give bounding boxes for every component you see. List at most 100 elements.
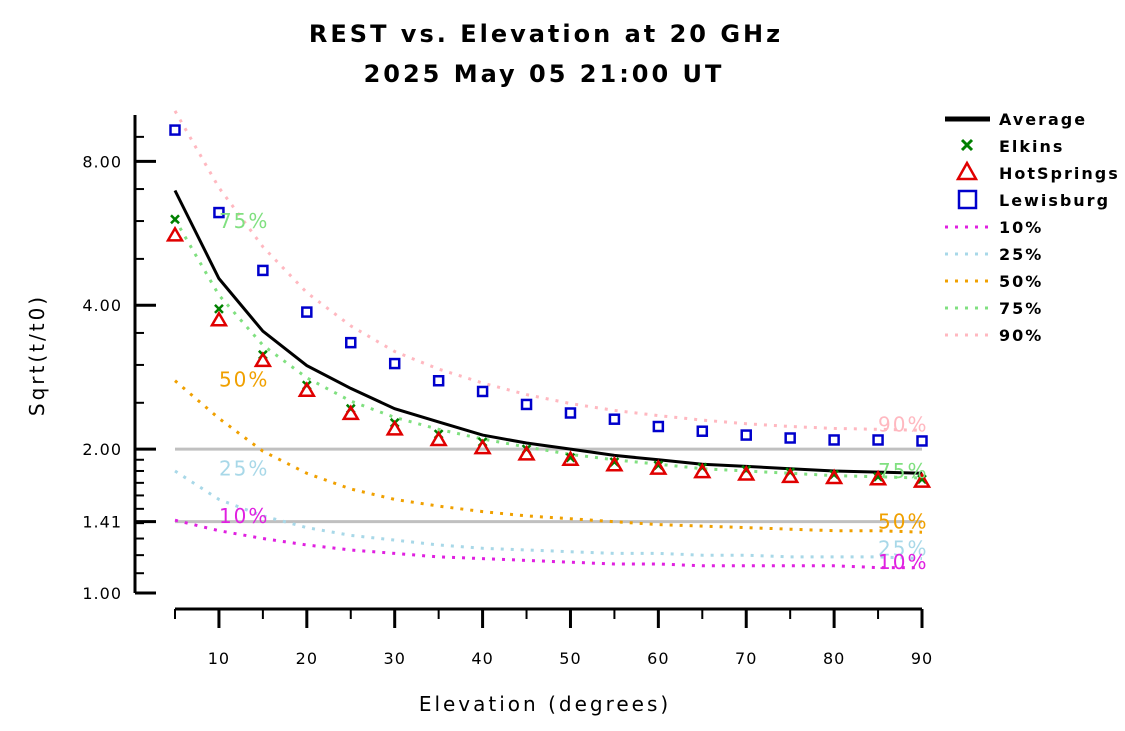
x-ticks: 10 20 30 40 50 60 70 80 90 xyxy=(174,609,933,668)
legend-label: HotSprings xyxy=(999,164,1120,183)
hotsprings-point xyxy=(429,430,448,447)
percentile-label-10pct: 10% xyxy=(219,504,269,528)
hotsprings-point xyxy=(165,225,185,242)
x-marker-stroke xyxy=(170,214,180,225)
lewisburg-point xyxy=(213,206,225,219)
percentile-label-25pct: 25% xyxy=(878,536,928,560)
lewisburg-point xyxy=(916,435,928,447)
percentile-curve-25pct xyxy=(174,469,923,561)
legend-label: Lewisburg xyxy=(999,191,1110,210)
lewisburg-point xyxy=(388,357,401,370)
reference-lines xyxy=(175,447,922,524)
x-tick-label: 40 xyxy=(471,649,493,668)
axes xyxy=(133,115,922,611)
legend-item-10pct: 10% xyxy=(945,218,1043,237)
station-markers xyxy=(165,124,932,488)
elkins-point xyxy=(214,303,224,314)
percentile-label-25pct: 25% xyxy=(219,457,269,481)
percentile-curve-50pct xyxy=(174,379,923,534)
x-tick-label: 70 xyxy=(735,649,757,668)
hotsprings-point xyxy=(605,455,624,472)
y-ticks: 1.00 1.41 2.00 4.00 8.00 xyxy=(82,135,156,603)
elkins-point xyxy=(917,474,927,485)
percentile-labels: 75%50%25%10%90%75%50%25%10% xyxy=(219,209,928,574)
legend-label: Average xyxy=(999,110,1087,129)
lewisburg-point xyxy=(520,398,533,411)
lewisburg-point xyxy=(608,413,621,425)
legend: Average Elkins HotSprings Lewisburg 10% 25% 50… xyxy=(945,110,1120,345)
hotsprings-point xyxy=(473,438,492,455)
percentile-label-50pct: 50% xyxy=(878,510,928,534)
legend-swatch xyxy=(957,189,978,210)
legend-item-elkins: Elkins xyxy=(960,137,1064,156)
average-curve xyxy=(173,189,923,475)
x-tick-label: 50 xyxy=(559,649,581,668)
x-marker-stroke xyxy=(873,471,883,482)
percentile-curve-90pct xyxy=(173,110,923,432)
lewisburg-point xyxy=(257,264,269,277)
hotsprings-point xyxy=(781,467,800,484)
lewisburg-point xyxy=(740,429,752,441)
hotsprings-point xyxy=(561,450,580,467)
legend-label: 75% xyxy=(999,299,1043,318)
y-tick-label: 8.00 xyxy=(82,152,122,171)
legend-label: Elkins xyxy=(999,137,1064,156)
hotsprings-point xyxy=(868,469,888,486)
y-tick-label: 4.00 xyxy=(82,296,122,315)
y-tick-label: 2.00 xyxy=(82,440,122,459)
x-tick-label: 60 xyxy=(647,649,669,668)
legend-item-lewisburg: Lewisburg xyxy=(957,189,1110,210)
x-tick-label: 30 xyxy=(384,649,406,668)
percentile-label-10pct: 10% xyxy=(878,550,928,574)
percentile-label-50pct: 50% xyxy=(219,367,269,391)
chart-title: REST vs. Elevation at 20 GHz xyxy=(309,20,783,48)
chart-subtitle: 2025 May 05 21:00 UT xyxy=(364,60,725,88)
hotsprings-point xyxy=(341,404,360,421)
legend-item-90pct: 90% xyxy=(945,326,1043,345)
x-marker-stroke xyxy=(917,474,927,485)
legend-label: 25% xyxy=(999,245,1043,264)
percentile-label-75pct: 75% xyxy=(219,209,269,233)
lewisburg-point xyxy=(169,124,181,136)
hotsprings-point xyxy=(693,462,712,479)
x-tick-label: 10 xyxy=(208,649,230,668)
lewisburg-point xyxy=(872,434,884,446)
lewisburg-point xyxy=(432,374,445,387)
legend-swatch xyxy=(960,138,974,152)
hotsprings-point xyxy=(385,419,404,436)
hotsprings-point xyxy=(912,472,932,488)
percentile-label-75pct: 75% xyxy=(878,459,928,483)
lewisburg-point xyxy=(564,407,577,419)
legend-item-hotsprings: HotSprings xyxy=(955,160,1120,183)
lewisburg-point xyxy=(301,306,313,318)
legend-item-25pct: 25% xyxy=(945,245,1043,264)
elkins-point xyxy=(873,471,883,482)
x-axis-label: Elevation (degrees) xyxy=(419,692,671,716)
hotsprings-point xyxy=(297,381,316,397)
legend-label: 10% xyxy=(999,218,1043,237)
hotsprings-point xyxy=(824,468,844,485)
percentile-curve-10pct xyxy=(174,518,922,570)
y-tick-label: 1.00 xyxy=(82,584,122,603)
average-line xyxy=(173,189,923,475)
lewisburg-point xyxy=(476,385,489,398)
legend-swatch xyxy=(955,160,979,181)
y-tick-label: 1.41 xyxy=(82,513,122,532)
elkins-point xyxy=(170,214,180,225)
x-tick-label: 80 xyxy=(823,649,845,668)
hotsprings-point xyxy=(209,310,229,327)
x-tick-label: 90 xyxy=(911,649,933,668)
legend-label: 50% xyxy=(999,272,1043,291)
lewisburg-point xyxy=(652,420,665,433)
series-hotsprings xyxy=(165,225,932,488)
lewisburg-point xyxy=(828,434,840,446)
x-tick-label: 20 xyxy=(296,649,318,668)
legend-label: 90% xyxy=(999,326,1043,345)
hotsprings-point xyxy=(517,444,536,461)
series-lewisburg xyxy=(169,124,928,447)
legend-item-50pct: 50% xyxy=(945,272,1043,291)
lewisburg-point xyxy=(696,425,709,437)
hotsprings-point xyxy=(649,459,668,475)
legend-item-average: Average xyxy=(945,110,1087,129)
